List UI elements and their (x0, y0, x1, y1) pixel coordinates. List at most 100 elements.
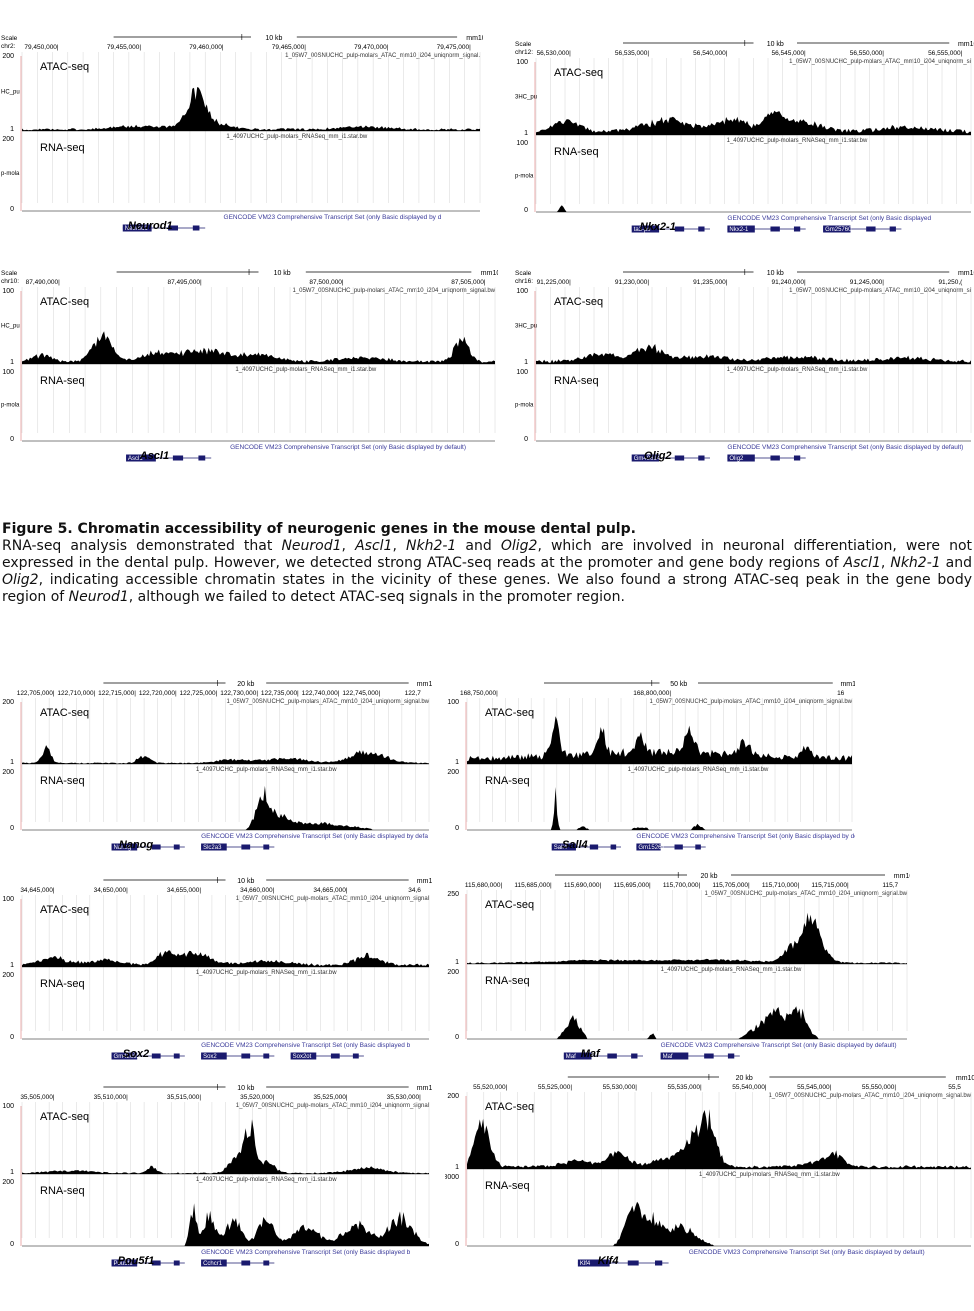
rna-seq-label: RNA-seq (485, 975, 530, 987)
atac-track-name: 1_05W7_00SNUCHC_pulp-molars_ATAC_mm10_i2… (292, 288, 495, 294)
browser-track-svg: 10 kb mm10 34,645,000| 34,650,000| 34,655,00… (2, 877, 432, 1060)
atac-axis-min: 1 (10, 126, 14, 133)
atac-seq-label: ATAC-seq (485, 707, 534, 719)
transcript-label: Gm42692 (114, 1054, 141, 1060)
caption-title: Figure 5. Chromatin accessibility of neu… (2, 521, 636, 537)
coordinate-label: 168,800,000| (633, 690, 671, 697)
gene-name-label: Ascl1 (139, 450, 169, 462)
assembly-label: mm10 (417, 1085, 432, 1092)
rna-track-name: 1_4097UCHC_pulp-molars_RNASeq_mm_i1.star… (727, 138, 868, 144)
gene-exon (201, 843, 227, 851)
atac-axis-max: 100 (447, 699, 459, 706)
coordinate-label: 79,455,000| (107, 44, 142, 51)
transcript-label: Olig2 (729, 456, 744, 462)
coordinate-label: 122,730,000| (220, 690, 258, 697)
gene-exon (111, 1259, 138, 1267)
coordinate-label: 115,685,000| (514, 882, 552, 889)
atac-axis-min: 1 (10, 759, 14, 766)
rna-seq-label: RNA-seq (554, 146, 599, 158)
rna-axis-max: 200 (2, 769, 14, 776)
coordinate-label: 79,475,000| (437, 44, 472, 51)
chrom-label: Scale (515, 270, 532, 277)
coordinate-label: 115,710,000| (762, 882, 800, 889)
gene-exon (727, 454, 755, 462)
browser-track-svg: 10 kb mm10 35,505,000| 35,510,000| 35,515,00… (2, 1084, 432, 1267)
coordinate-label: 91,250,( (938, 279, 963, 286)
caption-text: , (880, 555, 891, 571)
genome-browser-panel-sall4: 50 kb mm10 168,750,000| 168,800,000| 16 1_05W… (445, 676, 855, 864)
caption-gene-name: Ascl1 (355, 538, 393, 554)
rna-track-name: 1_4097UCHC_pulp-molars_RNASeq_mm_i1.star… (196, 1177, 337, 1183)
assembly-label: mm10 (956, 1075, 974, 1082)
rna-track-name: 1_4097UCHC_pulp-molars_RNASeq_mm_i1.star… (226, 134, 367, 140)
gene-exon (577, 1259, 610, 1267)
gene-name-label: Pou5f1 (118, 1255, 155, 1267)
coordinate-label: 115,680,000| (465, 882, 503, 889)
coordinate-label: 35,520,000| (240, 1094, 275, 1101)
caption-text: and (456, 538, 501, 554)
browser-track-svg: 50 kb mm10 168,750,000| 168,800,000| 16 1_05W… (447, 680, 855, 851)
browser-track-svg: 20 kb mm10 122,705,000|122,710,000|122,715… (2, 680, 432, 851)
caption-gene-name: Ascl1 (843, 555, 881, 571)
rna-axis-max: 200 (2, 1179, 14, 1186)
rna-axis-max: 100 (2, 369, 14, 376)
coordinate-label: 55,550,000| (862, 1084, 897, 1091)
rna-axis-max: 100 (516, 140, 528, 147)
rna-axis-max: 200 (447, 969, 459, 976)
gene-name-label: Klf4 (598, 1255, 619, 1267)
caption-gene-name: Olig2 (500, 538, 538, 554)
coordinate-label: 79,460,000| (189, 44, 224, 51)
atac-seq-label: ATAC-seq (554, 67, 603, 79)
rna-signal-track (536, 205, 971, 212)
rna-seq-label: RNA-seq (554, 375, 599, 387)
atac-seq-label: ATAC-seq (485, 899, 534, 911)
scale-bar-label: 20 kb (237, 681, 254, 688)
gene-name-label: Nanog (119, 839, 154, 851)
rna-track-name: 1_4097UCHC_pulp-molars_RNASeq_mm_i1.star… (727, 367, 868, 373)
rna-axis-max: 200 (2, 136, 14, 143)
assembly-label: mm10 (894, 873, 910, 880)
scale-bar-label: 10 kb (767, 270, 784, 277)
track-side-label: 3HC_pu (515, 95, 537, 101)
caption-text: , (392, 538, 406, 554)
coordinate-label: 35,510,000| (94, 1094, 129, 1101)
coordinate-label: 55,545,000| (797, 1084, 832, 1091)
chrom-label: Scale (515, 41, 532, 48)
atac-signal-track (467, 716, 852, 764)
caption-gene-name: Neurod1 (68, 589, 129, 605)
gencode-track-name: GENCODE VM23 Comprehensive Transcript Se… (727, 215, 931, 222)
atac-signal-track (22, 950, 429, 967)
scale-bar-label: 10 kb (237, 1085, 254, 1092)
gencode-track-name: GENCODE VM23 Comprehensive Transcript Se… (230, 444, 466, 451)
track-side-label: HC_pu (1, 324, 20, 330)
coordinate-label: 55,520,000| (473, 1084, 508, 1091)
coordinate-label: 122,715,000| (98, 690, 136, 697)
atac-track-name: 1_05W7_00SNUCHC_pulp-molars_ATAC_mm10_i2… (704, 891, 907, 897)
atac-seq-label: ATAC-seq (554, 296, 603, 308)
gencode-track-name: GENCODE VM23 Comprehensive Transcript Se… (201, 1042, 411, 1049)
rna-seq-label: RNA-seq (40, 375, 85, 387)
coordinate-label: 115,695,000| (613, 882, 651, 889)
track-side-label: p-mola (515, 174, 534, 180)
gene-exon (631, 225, 660, 233)
rna-axis-min: 0 (524, 207, 528, 214)
coordinate-label: 115,690,000| (564, 882, 602, 889)
coordinate-label: 115,715,000| (811, 882, 849, 889)
rna-track-name: 1_4097UCHC_pulp-molars_RNASeq_mm_i1.star… (196, 767, 337, 773)
gene-exon (201, 1052, 227, 1060)
coordinate-label: 34,6 (408, 887, 421, 894)
assembly-label: mm10 (466, 35, 483, 42)
gene-name-label: Nkx2-1 (640, 221, 676, 233)
transcript-label: Gm15261 (638, 845, 665, 851)
atac-axis-max: 200 (2, 53, 14, 60)
assembly-label: mm10 (840, 681, 855, 688)
transcript-label: Sox2ot (293, 1054, 312, 1060)
coordinate-label: 34,645,000| (20, 887, 55, 894)
atac-seq-label: ATAC-seq (40, 296, 89, 308)
coordinate-label: 56,535,000| (615, 50, 650, 57)
coordinate-label: 122,745,000| (342, 690, 380, 697)
assembly-label: mm10 (481, 270, 498, 277)
coordinate-label: 79,450,000| (24, 44, 59, 51)
